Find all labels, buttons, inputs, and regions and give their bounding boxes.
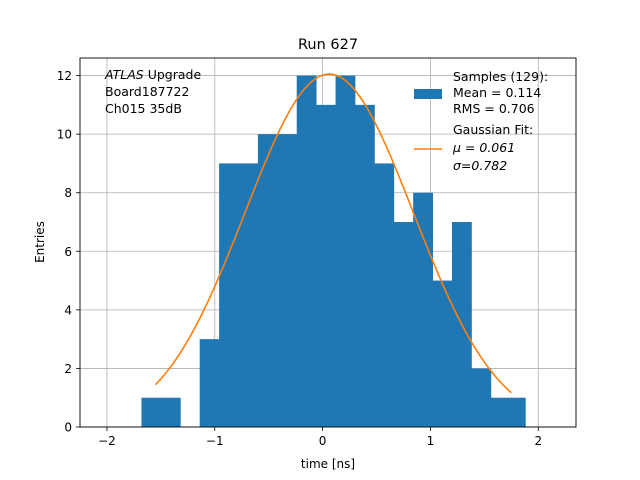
histogram-bar-6 [257,134,278,427]
histogram-bar-15 [432,280,453,427]
histogram-bar-12 [374,163,395,427]
histogram-bar-3 [199,339,220,427]
legend-samples-title: Samples (129): [453,69,548,84]
histogram-bar-11 [354,104,375,427]
annotation-upgrade: Upgrade [144,67,202,82]
atlas-annotation: ATLAS Upgrade Board187722 Ch015 35dB [104,67,201,116]
y-tick-label-0: 0 [64,421,72,435]
y-tick-label-2: 4 [64,303,72,317]
x-tick-label-2: 0 [319,434,327,448]
histogram-bar-1 [160,397,181,427]
y-tick-label-3: 6 [64,245,72,259]
legend-samples-mean: Mean = 0.114 [453,85,541,100]
histogram-bar-0 [141,397,162,427]
annotation-line-1: ATLAS Upgrade [104,67,201,82]
y-tick-label-5: 10 [57,128,72,142]
y-tick-label-4: 8 [64,186,72,200]
annotation-line-2: Board187722 [105,84,189,99]
histogram-bar-9 [316,104,336,427]
x-tick-label-0: −2 [98,434,116,448]
x-tick-label-1: −1 [206,434,224,448]
legend-samples-swatch [414,89,442,99]
histogram-bar-14 [413,192,433,427]
histogram-bar-17 [471,368,492,427]
x-axis-label: time [ns] [301,457,355,471]
histogram-bar-18 [490,397,511,427]
gaussian-fit-curve [154,73,512,394]
histogram-bar-13 [393,222,414,427]
y-tick-label-6: 12 [57,69,72,83]
histogram-bar-5 [238,163,259,427]
histogram-bar-7 [277,134,298,427]
annotation-line-3: Ch015 35dB [105,101,182,116]
y-tick-label-1: 2 [64,362,72,376]
chart-title: Run 627 [298,37,358,53]
histogram-bar-19 [510,397,526,427]
x-tick-label-4: 2 [534,434,542,448]
plot-frame [79,57,577,428]
histogram-bars [141,75,526,428]
legend: Samples (129): Mean = 0.114 RMS = 0.706 … [414,69,548,173]
legend-fit-title: Gaussian Fit: [453,122,533,137]
histogram-bar-4 [219,163,239,427]
legend-samples-rms: RMS = 0.706 [453,101,535,116]
histogram-bar-8 [296,75,317,428]
histogram-bar-10 [335,75,356,428]
legend-fit-sigma: σ=0.782 [453,158,507,173]
x-tick-label-3: 1 [427,434,435,448]
legend-fit-mu: μ = 0.061 [452,140,515,155]
y-axis-label: Entries [33,221,47,263]
annotation-atlas: ATLAS [104,67,144,82]
